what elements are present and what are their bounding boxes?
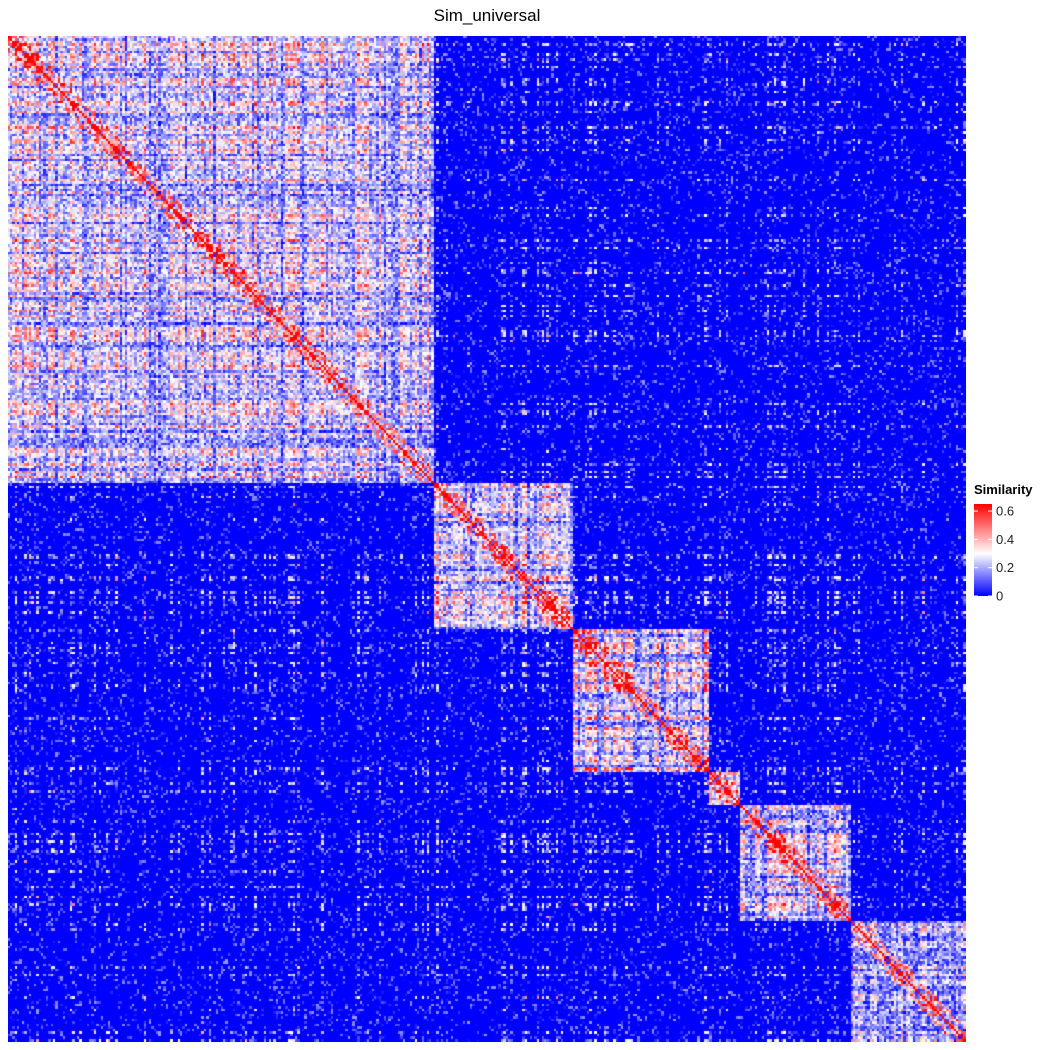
colorbar-tick-label: 0.2 [996,560,1014,575]
colorbar-legend: Similarity 0 0.2 0.4 0.6 [972,482,1048,612]
chart-title: Sim_universal [433,6,541,25]
heatmap-plot [8,36,966,1042]
colorbar-tick-label: 0 [996,589,1003,604]
colorbar-gradient [974,504,992,596]
colorbar: 0 0.2 0.4 0.6 [974,504,1014,604]
legend-title: Similarity [974,482,1033,497]
colorbar-tick-label: 0.4 [996,532,1014,547]
colorbar-tick-label: 0.6 [996,504,1014,519]
